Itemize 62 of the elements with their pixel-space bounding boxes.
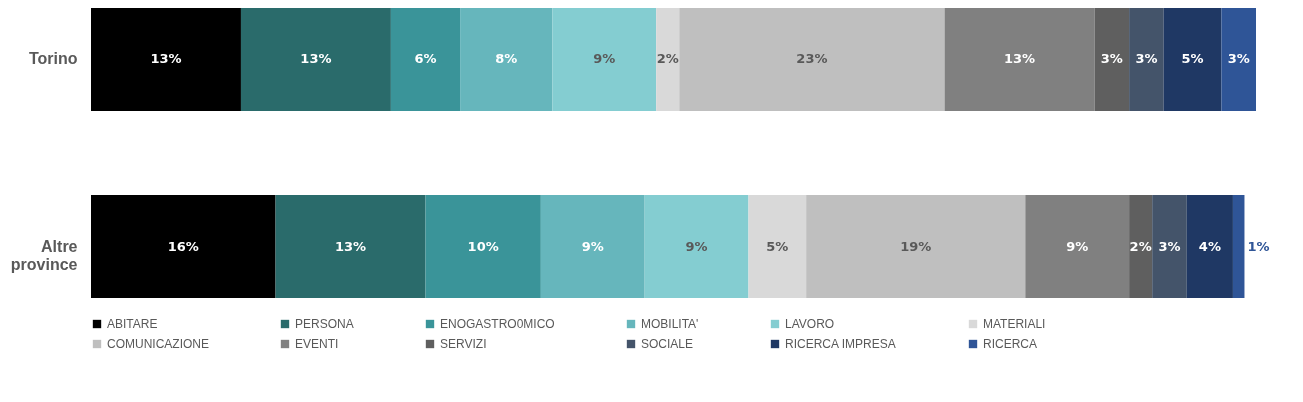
bar <box>240 8 391 111</box>
legend-label: COMUNICAZIONE <box>107 337 209 351</box>
data-label: 13% <box>1003 51 1036 67</box>
legend-label: MOBILITA' <box>641 317 699 331</box>
data-label: 5% <box>766 238 789 254</box>
data-label: 19% <box>900 238 932 254</box>
data-label: 23% <box>796 51 828 67</box>
bar <box>540 195 645 298</box>
data-label: 10% <box>467 238 499 254</box>
bar <box>1152 195 1187 298</box>
legend-label: RICERCA IMPRESA <box>785 337 896 351</box>
data-label: 5% <box>1181 51 1204 67</box>
bar <box>1129 8 1164 111</box>
bar <box>1025 195 1130 298</box>
bar <box>679 8 945 111</box>
bar <box>1186 195 1233 298</box>
data-label: 1% <box>1247 238 1270 254</box>
bar <box>1232 195 1245 298</box>
bar <box>1129 195 1153 298</box>
legend-label: SOCIALE <box>641 337 694 351</box>
y-tick-label: Altre province <box>10 237 78 273</box>
data-label: 13% <box>150 51 182 67</box>
data-label: 8% <box>495 51 518 67</box>
data-label: 2% <box>656 51 679 67</box>
legend-label: RICERCA <box>983 337 1038 351</box>
legend-label: LAVORO <box>785 317 835 331</box>
data-label: 16% <box>167 238 199 254</box>
bar <box>1221 8 1256 111</box>
data-label: 3% <box>1135 51 1158 67</box>
bar <box>644 195 749 298</box>
bar <box>91 8 241 111</box>
legend-label: SERVIZI <box>440 337 487 351</box>
bar <box>460 8 553 111</box>
legend-label: EVENTI <box>295 337 339 351</box>
data-label: 9% <box>581 238 604 254</box>
bar <box>806 195 1026 298</box>
legend-label: ENOGASTRO0MICO <box>440 317 555 331</box>
data-label: 3% <box>1227 51 1250 67</box>
bar <box>425 195 541 298</box>
data-label: 3% <box>1100 51 1123 67</box>
bar <box>748 195 807 298</box>
data-label: 9% <box>1066 238 1089 254</box>
legend-label: MATERIALI <box>983 317 1046 331</box>
data-label: 6% <box>414 51 437 67</box>
data-label: 13% <box>334 238 367 254</box>
bar <box>390 8 461 111</box>
legend-label: PERSONA <box>295 317 354 331</box>
bar <box>944 8 1095 111</box>
data-label: 9% <box>593 51 616 67</box>
bar <box>552 8 657 111</box>
data-label: 2% <box>1129 238 1152 254</box>
data-label: 9% <box>685 238 708 254</box>
data-label: 4% <box>1198 238 1221 254</box>
y-tick-label: Torino <box>28 50 78 68</box>
bar <box>91 195 276 298</box>
bar <box>1094 8 1130 111</box>
bar <box>1163 8 1222 111</box>
bar <box>656 8 680 111</box>
data-label: 3% <box>1158 238 1181 254</box>
data-label: 13% <box>300 51 332 67</box>
bar <box>275 195 426 298</box>
legend-label: ABITARE <box>107 317 158 331</box>
